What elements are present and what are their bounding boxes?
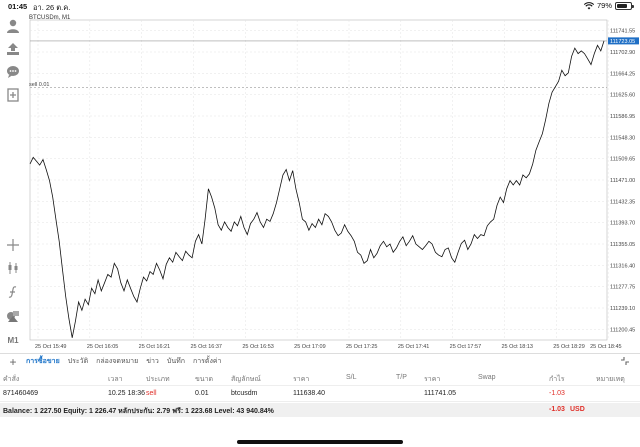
indicators-icon[interactable] [4,283,22,301]
current-price-label: 111723.05 [610,39,635,45]
battery-percent: 79% [596,1,612,10]
cell-price: 111638.40 [293,390,326,397]
time-tick-label: 25 Oct 16:21 [139,344,171,350]
col-price[interactable]: ราคา [293,376,310,383]
symbol-label: BTCUSDm, M1 [29,15,71,21]
time-tick-label: 25 Oct 18:29 [553,344,585,350]
time-tick-label: 25 Oct 16:05 [87,344,119,350]
col-swap[interactable]: Swap [478,374,496,381]
status-date: อา. 26 ต.ค. [33,3,71,12]
tab-journal[interactable]: บันทึก [166,358,185,365]
status-time: 01:45 [8,2,28,11]
price-tick-label: 111277.75 [610,285,635,291]
price-tick-label: 111200.45 [610,327,635,333]
col-tp[interactable]: T/P [396,374,407,381]
timeframe-button[interactable]: M1 [7,335,19,345]
trade-table: คำสั่ง เวลา ประเภท ขนาด สัญลักษณ์ ราคา S… [0,370,640,402]
add-icon[interactable]: + [9,354,17,369]
crosshair-icon[interactable] [4,236,22,254]
left-toolbar: M1 [0,13,26,353]
tab-mailbox[interactable]: กล่องจดหมาย [96,358,139,365]
price-tick-label: 111586.95 [610,114,635,120]
collapse-icon[interactable] [620,356,630,368]
status-bar: 01:45 อา. 26 ต.ค. 79% [0,0,640,13]
tab-settings[interactable]: การตั้งค่า [192,358,222,365]
cell-symbol: btcusdm [231,390,258,397]
col-size[interactable]: ขนาด [195,376,214,383]
price-tick-label: 111741.55 [610,29,635,35]
battery-icon [615,1,634,10]
profit-currency: USD [570,406,585,413]
time-tick-label: 25 Oct 18:13 [501,344,533,350]
cell-ticket: 871460469 [3,390,39,397]
chart-type-icon[interactable] [4,259,22,277]
terminal-tabs: + การซื้อขาย ประวัติ กล่องจดหมาย ข่าว บั… [0,353,640,369]
price-tick-label: 111316.40 [610,263,635,269]
price-tick-label: 111548.30 [610,135,635,141]
status-right: 79% [583,1,634,10]
total-profit: -1.03 [549,406,565,413]
price-tick-label: 111355.05 [610,242,635,248]
price-tick-label: 111664.25 [610,71,635,77]
cell-current-price: 111741.05 [424,390,457,397]
price-tick-label: 111509.65 [610,157,635,163]
axis-labels: 111741.55 111702.90 111664.25 111625.60 1115… [35,29,635,350]
order-line-label: sell 0.01 [29,82,50,88]
tab-trade[interactable]: การซื้อขาย [26,358,60,365]
col-time[interactable]: เวลา [108,376,123,383]
chart-area[interactable]: 111741.55 111702.90 111664.25 111625.60 1115… [27,13,640,353]
time-tick-label: 25 Oct 17:57 [450,344,482,350]
cell-size: 0.01 [195,390,209,397]
grid-layer [30,20,609,340]
col-ticket[interactable]: คำสั่ง [3,376,20,383]
col-sl[interactable]: S/L [346,374,357,381]
cell-time: 10.25 18:36 [108,390,145,397]
col-type[interactable]: ประเภท [146,376,170,383]
new-order-icon[interactable] [4,86,22,104]
table-row[interactable]: 871460469 10.25 18:36 sell 0.01 btcusdm … [0,386,640,402]
price-tick-label: 111432.35 [610,199,635,205]
balance-summary: Balance: 1 227.50 Equity: 1 226.47 หลักป… [3,408,274,415]
cell-type: sell [146,390,157,397]
price-line [29,40,605,338]
price-tick-label: 111625.60 [610,93,635,99]
wifi-icon [583,1,594,9]
chat-icon[interactable] [4,63,22,81]
home-indicator [237,440,403,444]
price-chart[interactable]: 111741.55 111702.90 111664.25 111625.60 1115… [27,13,640,353]
price-tick-label: 111471.00 [610,178,635,184]
cell-profit: -1.03 [549,390,565,397]
price-tick-label: 111702.90 [610,50,635,56]
time-tick-label: 25 Oct 17:41 [398,344,430,350]
time-tick-label: 25 Oct 15:49 [35,344,67,350]
time-tick-label: 25 Oct 18:45 [590,344,622,350]
time-tick-label: 25 Oct 16:53 [242,344,274,350]
trade-icon[interactable] [4,40,22,58]
col-profit[interactable]: กำไร [549,376,565,383]
col-symbol[interactable]: สัญลักษณ์ [231,376,261,383]
account-icon[interactable] [4,17,22,35]
tab-history[interactable]: ประวัติ [67,358,89,365]
col-current-price[interactable]: ราคา [424,376,441,383]
price-tick-label: 111393.70 [610,221,635,227]
table-header: คำสั่ง เวลา ประเภท ขนาด สัญลักษณ์ ราคา S… [0,370,640,386]
time-tick-label: 25 Oct 17:25 [346,344,378,350]
current-price-tag: 111723.05 [608,37,639,45]
col-comment[interactable]: หมายเหตุ [596,376,625,383]
price-tick-label: 111239.10 [610,306,635,312]
tab-news[interactable]: ข่าว [146,358,159,365]
time-tick-label: 25 Oct 16:37 [190,344,222,350]
objects-icon[interactable] [4,307,22,325]
time-tick-label: 25 Oct 17:09 [294,344,326,350]
balance-bar: Balance: 1 227.50 Equity: 1 226.47 หลักป… [0,403,640,417]
